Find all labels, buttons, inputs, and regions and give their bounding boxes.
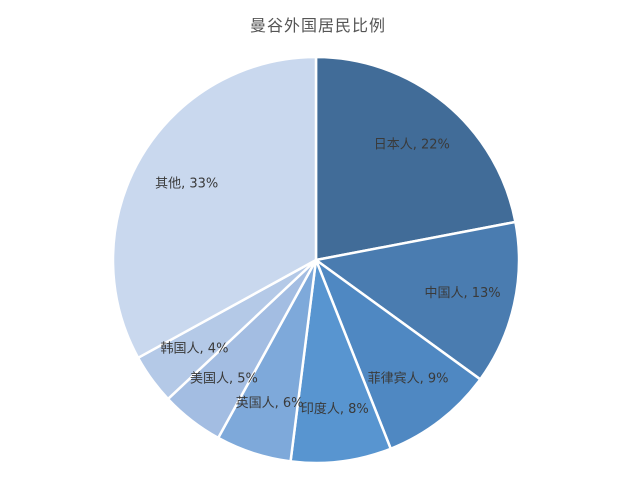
pie-slice-4 xyxy=(289,258,392,465)
pie-slice-label-5: 英国人, 6% xyxy=(236,396,304,411)
pie-labels: 日本人, 22% 中国人, 13% 菲律宾人, 9% 印度人, 8%英国人, 6% 美国… xyxy=(155,137,501,417)
pie-slice-8 xyxy=(111,55,318,360)
pie-slice-label-8: 其他, 33% xyxy=(155,177,218,192)
pie-slice-2 xyxy=(314,220,521,381)
pie-slice-label-6: 美国人, 5% xyxy=(190,372,258,387)
pie-slice-label-4: 印度人, 8% xyxy=(301,401,369,417)
pie-slice-label-2: 中国人, 13% xyxy=(425,286,501,301)
pie-slice-label-3: 菲律宾人, 9% xyxy=(368,371,449,387)
chart-title: 曼谷外国居民比例 xyxy=(249,16,386,35)
pie-slice-label-1: 日本人, 22% xyxy=(374,137,450,152)
pie-slice-3 xyxy=(314,258,482,450)
pie-slices xyxy=(111,55,521,465)
pie-slice-1 xyxy=(314,55,517,262)
pie-slice-label-7: 韩国人, 4% xyxy=(161,341,229,356)
